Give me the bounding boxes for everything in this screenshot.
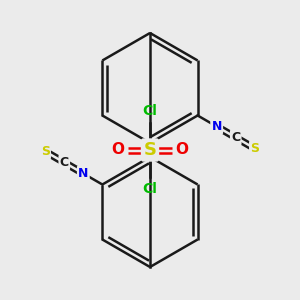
Text: C: C [60, 156, 69, 169]
Text: Cl: Cl [142, 182, 158, 196]
Text: N: N [78, 167, 88, 180]
Text: Cl: Cl [142, 104, 158, 118]
Text: S: S [143, 141, 157, 159]
Text: O: O [112, 142, 124, 158]
Text: O: O [176, 142, 188, 158]
Text: S: S [250, 142, 259, 155]
Text: S: S [41, 145, 50, 158]
Text: C: C [231, 131, 240, 144]
Text: N: N [212, 120, 222, 133]
